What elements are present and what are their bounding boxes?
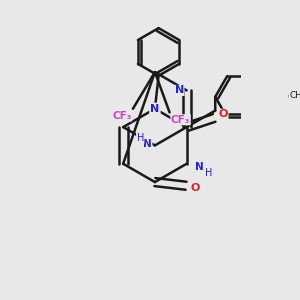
Text: N: N [195, 162, 204, 172]
Text: O: O [219, 109, 228, 119]
Text: N: N [150, 104, 160, 114]
Text: CF₃: CF₃ [112, 111, 132, 121]
Text: O: O [190, 183, 200, 193]
Text: H: H [136, 133, 144, 143]
Text: CH₃: CH₃ [290, 91, 300, 100]
Text: H: H [205, 168, 212, 178]
Text: N: N [175, 85, 184, 95]
Text: O: O [287, 92, 297, 102]
Text: CF₃: CF₃ [171, 115, 190, 125]
Text: N: N [143, 139, 152, 148]
